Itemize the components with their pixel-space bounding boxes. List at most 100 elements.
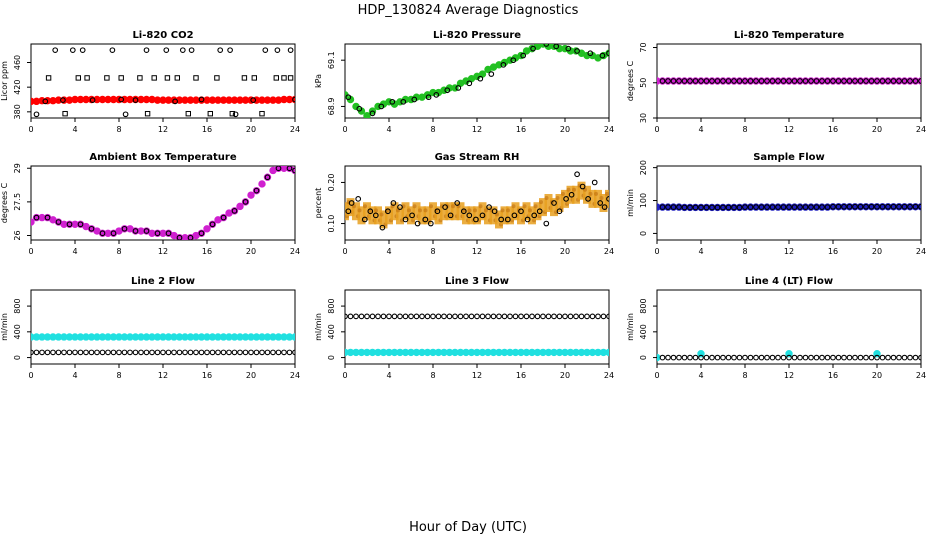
data-point xyxy=(670,78,677,84)
x-tick-label: 24 xyxy=(604,125,614,134)
data-point xyxy=(357,206,366,225)
data-point xyxy=(567,313,574,320)
data-point xyxy=(110,230,117,237)
data-point xyxy=(94,349,100,356)
panel-title: Line 4 (LT) Flow xyxy=(745,276,833,287)
series-1 xyxy=(345,44,609,118)
data-point xyxy=(698,354,704,361)
data-point xyxy=(83,349,89,356)
data-point xyxy=(207,110,214,117)
data-point xyxy=(747,204,754,210)
data-point xyxy=(578,313,585,320)
data-point xyxy=(498,216,505,223)
data-point xyxy=(39,349,45,356)
data-point xyxy=(292,167,295,174)
data-point xyxy=(149,349,155,356)
x-tick-label: 0 xyxy=(28,125,33,134)
data-point xyxy=(479,313,486,320)
data-point xyxy=(247,191,255,199)
data-point xyxy=(419,313,425,320)
data-point xyxy=(857,203,864,210)
x-tick-label: 8 xyxy=(742,247,747,256)
data-point xyxy=(374,208,378,213)
data-point xyxy=(182,349,188,356)
data-point xyxy=(753,78,759,84)
data-point xyxy=(429,202,437,221)
data-point xyxy=(358,313,365,320)
data-point xyxy=(731,204,737,211)
x-tick-label: 0 xyxy=(654,371,659,380)
data-point xyxy=(369,313,376,320)
data-point xyxy=(412,204,417,209)
data-point xyxy=(397,204,403,210)
data-point xyxy=(418,208,422,213)
x-tick-label: 24 xyxy=(604,371,614,380)
data-point xyxy=(791,204,798,210)
data-point xyxy=(143,228,150,234)
series-3 xyxy=(45,75,294,117)
data-point xyxy=(368,206,377,225)
data-point xyxy=(198,96,205,103)
data-point xyxy=(62,110,68,117)
data-point xyxy=(544,196,549,200)
data-point xyxy=(188,47,195,54)
data-point xyxy=(846,78,853,84)
x-tick-label: 4 xyxy=(386,125,391,134)
y-axis-label: ml/min xyxy=(0,313,9,341)
data-point xyxy=(907,78,913,84)
x-tick-label: 4 xyxy=(698,371,703,380)
data-point xyxy=(583,185,591,204)
data-point xyxy=(551,313,557,320)
y-tick-label: 400 xyxy=(327,324,336,339)
data-point xyxy=(543,44,550,47)
data-point xyxy=(890,78,897,84)
x-tick-label: 4 xyxy=(386,247,391,256)
data-point xyxy=(681,204,688,211)
x-tick-label: 0 xyxy=(28,371,33,380)
data-point xyxy=(676,204,682,210)
data-point xyxy=(66,349,73,356)
data-point xyxy=(819,204,825,210)
y-tick-label: 800 xyxy=(327,298,336,313)
data-point xyxy=(530,45,536,52)
figure-xlabel: Hour of Day (UTC) xyxy=(409,520,527,535)
data-point xyxy=(427,220,434,227)
data-point xyxy=(176,349,183,356)
data-point xyxy=(430,313,436,320)
data-point xyxy=(372,212,379,219)
data-point xyxy=(764,204,770,210)
data-point xyxy=(720,204,726,211)
series-2 xyxy=(345,44,609,117)
data-point xyxy=(813,204,820,210)
data-point xyxy=(407,208,411,213)
data-point xyxy=(802,204,809,210)
data-point xyxy=(179,47,186,54)
data-point xyxy=(588,191,593,196)
data-point xyxy=(562,313,568,320)
data-point xyxy=(912,78,919,84)
data-point xyxy=(863,203,869,210)
data-point xyxy=(758,354,765,361)
data-point xyxy=(703,204,710,211)
data-point xyxy=(55,219,62,225)
data-point xyxy=(227,47,233,54)
data-point xyxy=(599,52,606,59)
y-tick-label: 200 xyxy=(639,160,648,175)
data-point xyxy=(478,204,483,209)
x-tick-label: 16 xyxy=(516,125,526,134)
data-point xyxy=(204,349,210,356)
data-point xyxy=(561,189,569,208)
data-point xyxy=(84,75,90,81)
data-point xyxy=(413,313,420,320)
data-point xyxy=(367,208,374,215)
data-point xyxy=(681,354,688,361)
y-axis-label: degrees C xyxy=(626,60,635,101)
series-2 xyxy=(345,171,609,231)
series-2 xyxy=(659,354,921,361)
data-point xyxy=(589,313,596,320)
data-point xyxy=(670,354,677,361)
data-point xyxy=(500,208,505,213)
series-2 xyxy=(659,203,921,211)
data-point xyxy=(209,349,216,356)
data-point xyxy=(33,111,40,118)
